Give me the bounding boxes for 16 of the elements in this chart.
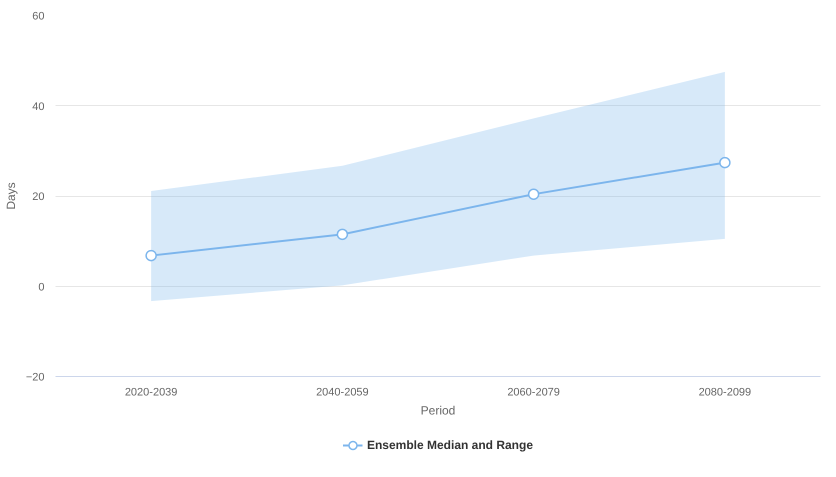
y-tick-label: 60 [32, 10, 45, 22]
x-tick-label: 2020-2039 [124, 386, 178, 398]
point [145, 250, 157, 262]
point [528, 188, 540, 200]
y-axis-title: Days [4, 182, 18, 210]
y-tick-label: −20 [26, 372, 45, 384]
legend-label: Ensemble Median and Range [366, 438, 534, 452]
point [719, 156, 731, 168]
point [336, 228, 348, 240]
x-axis-title: Period [420, 404, 456, 418]
y-tick-label: 40 [32, 100, 45, 113]
y-tick-label: 20 [32, 191, 45, 203]
x-tick-label: 2040-2059 [316, 386, 369, 398]
x-tick-label: 2080-2099 [698, 386, 752, 398]
y-tick-label: 0 [38, 281, 45, 294]
x-tick-label: 2060-2079 [507, 386, 560, 398]
